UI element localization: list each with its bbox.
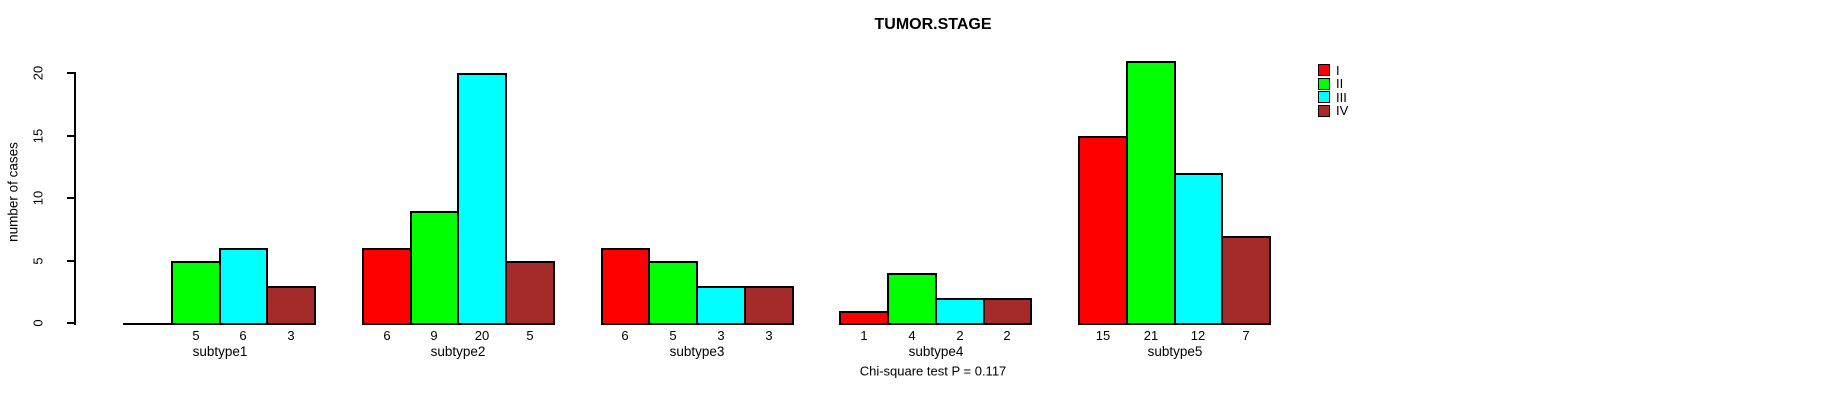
y-tick-label: 10 [30,190,46,206]
bar [935,298,985,325]
category-label: subtype5 [1147,344,1203,359]
bar [1174,173,1223,325]
legend-label: I [1336,62,1340,78]
bar [1126,61,1176,325]
category-label: subtype3 [669,344,725,359]
bar-value-label: 1 [860,328,868,343]
legend-swatch [1318,77,1330,90]
category-label: subtype4 [908,344,964,359]
bar-zero [123,323,173,325]
chi-square-note: Chi-square test P = 0.117 [859,363,1007,379]
bar-value-label: 3 [717,328,725,343]
y-axis-label: number of cases [5,142,21,242]
bar [648,261,698,325]
bar [171,261,221,325]
bar-value-label: 4 [908,328,916,343]
y-axis-tick [67,72,75,74]
bar [744,286,794,325]
bar-value-label: 6 [239,328,247,343]
category-label: subtype2 [430,344,486,359]
bar [696,286,746,325]
y-tick-label: 5 [30,257,46,265]
bar [410,211,459,325]
bar-value-label: 15 [1095,328,1111,343]
bar-value-label: 20 [474,328,490,343]
bar-value-label: 2 [956,328,964,343]
category-label: subtype1 [192,344,248,359]
bar [887,273,937,325]
legend-label: IV [1336,103,1349,118]
bar-value-label: 7 [1242,328,1250,343]
legend-swatch [1318,64,1330,76]
bar-value-label: 9 [430,328,438,343]
bar [1221,236,1271,325]
legend-label: III [1336,89,1347,105]
y-tick-label: 20 [30,65,46,81]
bar-value-label: 5 [669,328,677,343]
chart-title: TUMOR.STAGE [874,16,992,33]
legend-swatch [1318,104,1330,117]
bar [219,248,268,325]
y-axis-line [74,72,76,325]
y-axis-tick [67,260,75,262]
bar-value-label: 3 [287,328,295,343]
bar-value-label: 6 [383,328,391,343]
bar [266,286,316,325]
y-tick-label: 0 [30,319,46,327]
bar-value-label: 2 [1003,328,1011,343]
legend-swatch [1318,91,1330,103]
bar [983,298,1032,325]
bar-value-label: 3 [765,328,773,343]
bar [362,248,412,325]
bar-value-label: 21 [1143,328,1159,343]
y-tick-label: 15 [30,128,46,144]
bar [839,311,889,325]
bar-value-label: 6 [621,328,629,343]
bar-value-label: 12 [1190,328,1206,343]
bar [505,261,555,325]
legend-label: II [1336,76,1344,91]
bar [601,248,650,325]
bar [457,73,507,325]
bar [1078,136,1128,325]
bar-value-label: 5 [192,328,200,343]
y-axis-tick [67,135,75,137]
y-axis-tick [67,197,75,199]
y-axis-tick [67,322,75,324]
bar-value-label: 5 [526,328,534,343]
